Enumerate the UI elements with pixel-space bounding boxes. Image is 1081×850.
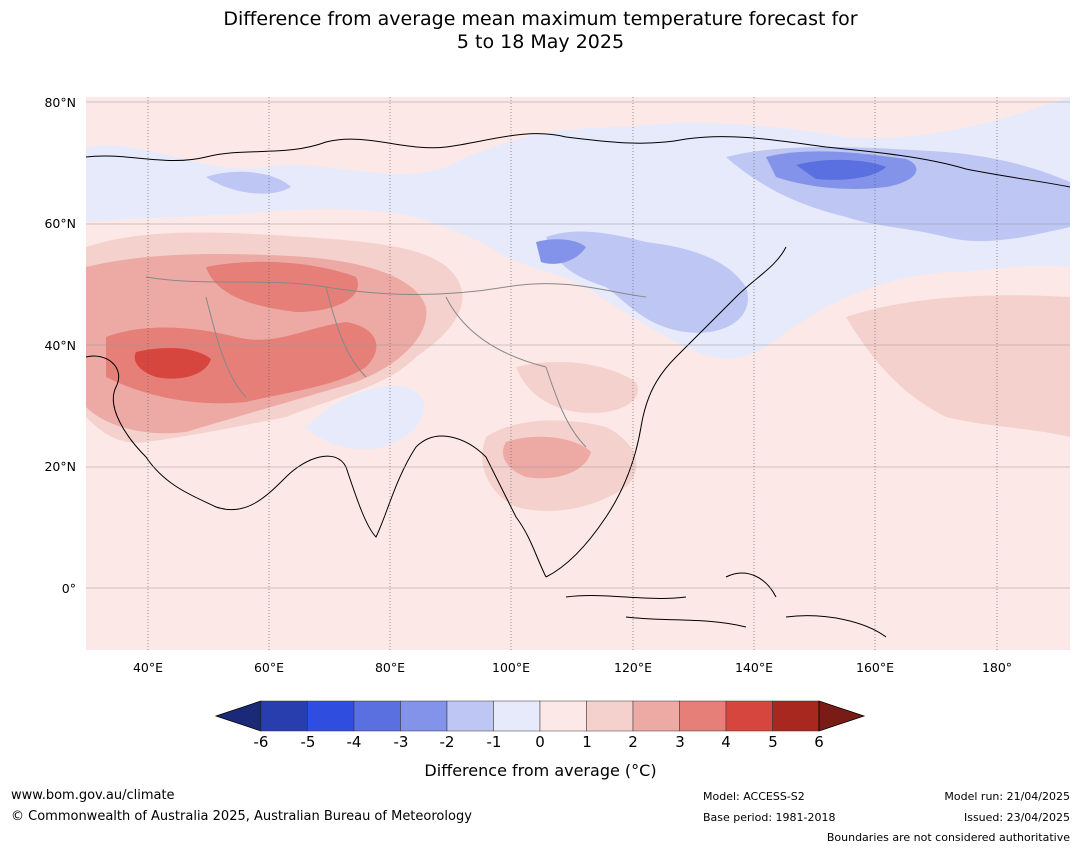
southeast-asia-islands [565, 572, 887, 638]
colorbar-tick: -4 [346, 733, 362, 751]
colorbar-extend-max [818, 700, 866, 732]
footer-model: Model: ACCESS-S2 [703, 790, 805, 803]
anomaly-1-2-region-pacific [846, 295, 1070, 437]
colorbar-cell [632, 700, 680, 732]
colorbar-tick: -1 [486, 733, 502, 751]
lat-label-80n: 80°N [44, 95, 76, 110]
colorbar-tick: -5 [300, 733, 316, 751]
lon-label-180: 180° [981, 660, 1013, 675]
colorbar-tick: -3 [393, 733, 409, 751]
colorbar-cell [446, 700, 494, 732]
colorbar-tick: 6 [814, 733, 824, 751]
colorbar-cell [400, 700, 448, 732]
anomaly-neg2-neg1-region-west [206, 171, 291, 194]
colorbar-tick: 4 [721, 733, 731, 751]
lon-label-140e: 140°E [734, 660, 774, 675]
lat-label-0: 0° [61, 581, 76, 596]
lon-label-120e: 120°E [613, 660, 653, 675]
lat-label-60n: 60°N [44, 216, 76, 231]
colorbar-tick: 2 [628, 733, 638, 751]
anomaly-4-5-region [134, 347, 211, 379]
latitude-gridlines [86, 101, 1070, 589]
lat-label-20n: 20°N [44, 459, 76, 474]
anomaly-neg4-neg3-region [796, 159, 886, 180]
colorbar-cell [772, 700, 820, 732]
title-line-1: Difference from average mean maximum tem… [223, 8, 858, 30]
lon-label-100e: 100°E [491, 660, 531, 675]
map-panel [86, 97, 1070, 650]
colorbar-tick: 3 [675, 733, 685, 751]
anomaly-2-3-region-china [502, 436, 591, 479]
colorbar-cell [586, 700, 634, 732]
colorbar-cell [260, 700, 308, 732]
footer-url[interactable]: www.bom.gov.au/climate [11, 788, 175, 803]
footer-copyright: © Commonwealth of Australia 2025, Austra… [11, 809, 472, 824]
lon-label-160e: 160°E [855, 660, 895, 675]
anomaly-1-2-region-central [516, 362, 638, 413]
colorbar-cell [353, 700, 401, 732]
colorbar-cell [307, 700, 355, 732]
colorbar-cell [539, 700, 587, 732]
lon-label-40e: 40°E [132, 660, 164, 675]
country-borders-path [145, 276, 647, 448]
longitude-gridlines [147, 97, 998, 650]
footer-model-run: Model run: 21/04/2025 [944, 790, 1070, 803]
colorbar-label: Difference from average (°C) [424, 761, 657, 780]
lat-label-40n: 40°N [44, 338, 76, 353]
anomaly-neg2-neg1-region [546, 231, 748, 333]
footer-boundaries: Boundaries are not considered authoritat… [826, 831, 1070, 844]
anomaly-3-4-region [106, 322, 377, 404]
colorbar-tick: 1 [582, 733, 592, 751]
footer-base-period: Base period: 1981-2018 [703, 811, 836, 824]
colorbar [214, 700, 866, 732]
title-line-2: 5 to 18 May 2025 [456, 31, 625, 53]
colorbar-tick: 5 [768, 733, 778, 751]
anomaly-neg1-0-region-india [306, 386, 425, 450]
map-svg [86, 97, 1070, 650]
colorbar-tick: 0 [535, 733, 545, 751]
colorbar-tick: -6 [253, 733, 269, 751]
footer-issued: Issued: 23/04/2025 [963, 811, 1070, 824]
lon-label-60e: 60°E [253, 660, 285, 675]
colorbar-cell [679, 700, 727, 732]
colorbar-cell [725, 700, 773, 732]
colorbar-tick: -2 [439, 733, 455, 751]
map-title: Difference from average mean maximum tem… [0, 8, 1081, 54]
colorbar-extend-min [214, 700, 262, 732]
lon-label-80e: 80°E [374, 660, 406, 675]
anomaly-neg3-neg2-region-2 [536, 239, 586, 264]
colorbar-cell [493, 700, 541, 732]
anomaly-3-4-region-north [206, 261, 358, 312]
